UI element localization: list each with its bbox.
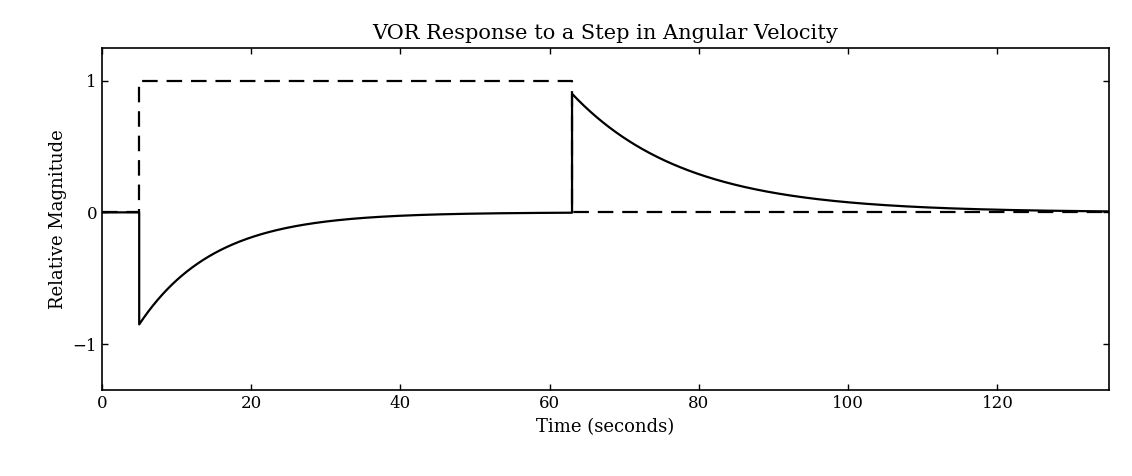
Title: VOR Response to a Step in Angular Velocity: VOR Response to a Step in Angular Veloci…: [372, 24, 839, 43]
Y-axis label: Relative Magnitude: Relative Magnitude: [49, 129, 67, 309]
X-axis label: Time (seconds): Time (seconds): [537, 418, 675, 436]
